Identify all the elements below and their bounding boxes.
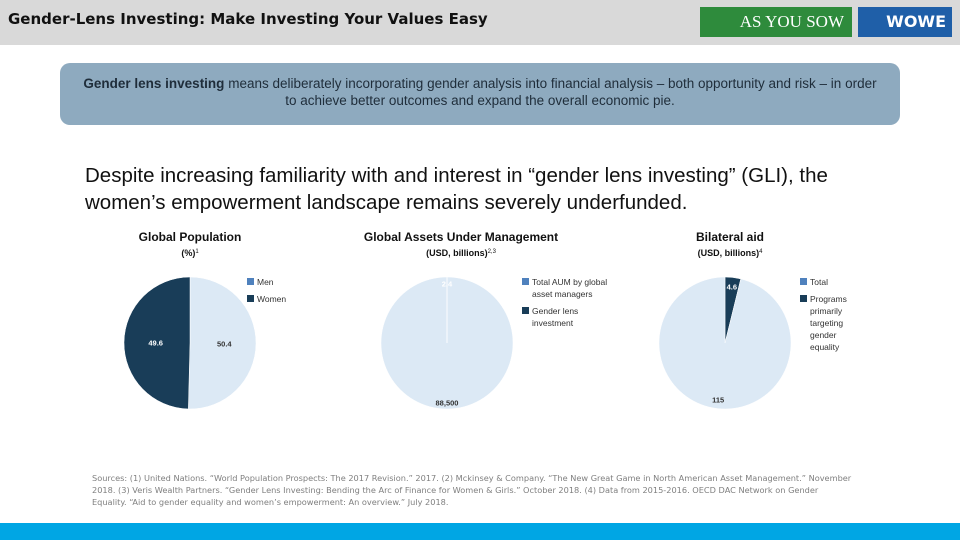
legend-swatch: [800, 278, 807, 285]
chart-title: Global Population: [139, 230, 242, 244]
legend-line: Total AUM by global: [532, 277, 607, 287]
subtitle: (%): [181, 248, 195, 258]
subtitle-note: 1: [195, 249, 199, 255]
legend-label: Programs primarily targeting gender equality: [810, 294, 847, 352]
legend-label: Gender lens investment: [532, 306, 578, 328]
data-label: 2.4: [442, 280, 453, 289]
data-label: 49.6: [148, 339, 163, 348]
pie-slice: [123, 276, 191, 410]
chart-subtitle: (USD, billions)2,3: [426, 248, 497, 258]
legend-swatch: [522, 307, 529, 314]
legend-swatch: [800, 295, 807, 302]
legend-label: Women: [257, 294, 286, 304]
legend-line: primarily: [810, 306, 843, 316]
chart-title: Global Assets Under Management: [364, 230, 558, 244]
legend-line: Total: [810, 277, 828, 287]
legend-swatch: [247, 278, 254, 285]
chart-title: Bilateral aid: [696, 230, 764, 244]
legend-swatch: [247, 295, 254, 302]
data-label: 4.6: [727, 283, 737, 292]
legend-line: Men: [257, 277, 274, 287]
legend-label: Men: [257, 277, 274, 287]
chart-subtitle: (%)1: [181, 248, 199, 258]
definition-text: means deliberately incorporating gender …: [228, 76, 877, 108]
legend-line: gender: [810, 330, 837, 340]
logo: WOWE: [858, 7, 952, 37]
chart-subtitle: (USD, billions)4: [698, 248, 764, 258]
pie-slice: [188, 276, 257, 410]
slide-title: Gender-Lens Investing: Make Investing Yo…: [8, 10, 488, 28]
data-label: 115: [712, 395, 724, 404]
legend-line: investment: [532, 318, 574, 328]
legend-swatch: [522, 278, 529, 285]
legend-line: asset managers: [532, 289, 592, 299]
legend-line: Women: [257, 294, 286, 304]
subtitle-note: 4: [759, 249, 763, 255]
data-label: 88,500: [436, 398, 459, 407]
subtitle-note: 2,3: [488, 249, 497, 255]
legend-label: Total: [810, 277, 828, 287]
definition-box: Gender lens investing means deliberately…: [60, 63, 900, 125]
pie-slice: [658, 276, 792, 410]
footer-bar: [0, 523, 960, 540]
legend-line: Gender lens: [532, 306, 578, 316]
definition-term: Gender lens investing: [83, 76, 225, 91]
subtitle: (USD, billions): [426, 248, 488, 258]
legend-label: Total AUM by global asset managers: [532, 277, 607, 299]
logo: AS YOU SOW: [700, 7, 852, 37]
subtitle: (USD, billions): [698, 248, 760, 258]
legend-line: targeting: [810, 318, 843, 328]
legend-line: equality: [810, 342, 840, 352]
data-label: 50.4: [217, 339, 232, 348]
sources: Sources: (1) United Nations. “World Popu…: [92, 473, 852, 507]
headline: Despite increasing familiarity with and …: [85, 164, 828, 214]
legend-line: Programs: [810, 294, 847, 304]
